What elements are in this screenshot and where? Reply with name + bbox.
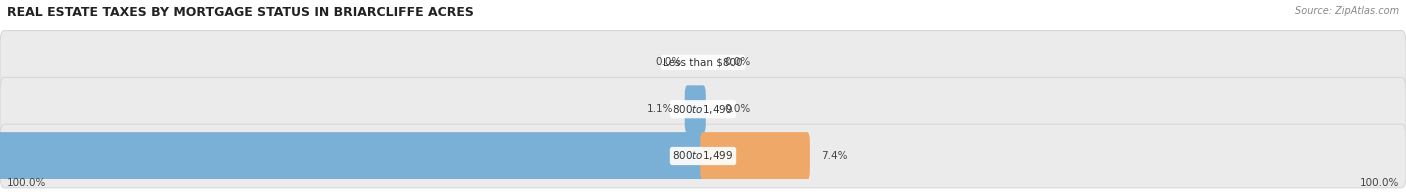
FancyBboxPatch shape [700,132,810,180]
Text: 7.4%: 7.4% [821,151,848,161]
FancyBboxPatch shape [0,77,1406,141]
Text: Less than $800: Less than $800 [664,57,742,67]
Text: $800 to $1,499: $800 to $1,499 [672,103,734,116]
FancyBboxPatch shape [0,124,1406,188]
FancyBboxPatch shape [0,132,706,180]
Text: $800 to $1,499: $800 to $1,499 [672,150,734,162]
Text: 0.0%: 0.0% [724,104,751,114]
Text: 1.1%: 1.1% [647,104,673,114]
Text: 0.0%: 0.0% [655,57,682,67]
FancyBboxPatch shape [685,85,706,133]
Text: 100.0%: 100.0% [7,178,46,188]
Text: REAL ESTATE TAXES BY MORTGAGE STATUS IN BRIARCLIFFE ACRES: REAL ESTATE TAXES BY MORTGAGE STATUS IN … [7,6,474,19]
Text: 0.0%: 0.0% [724,57,751,67]
Text: Source: ZipAtlas.com: Source: ZipAtlas.com [1295,6,1399,16]
Text: 100.0%: 100.0% [1360,178,1399,188]
FancyBboxPatch shape [0,31,1406,94]
